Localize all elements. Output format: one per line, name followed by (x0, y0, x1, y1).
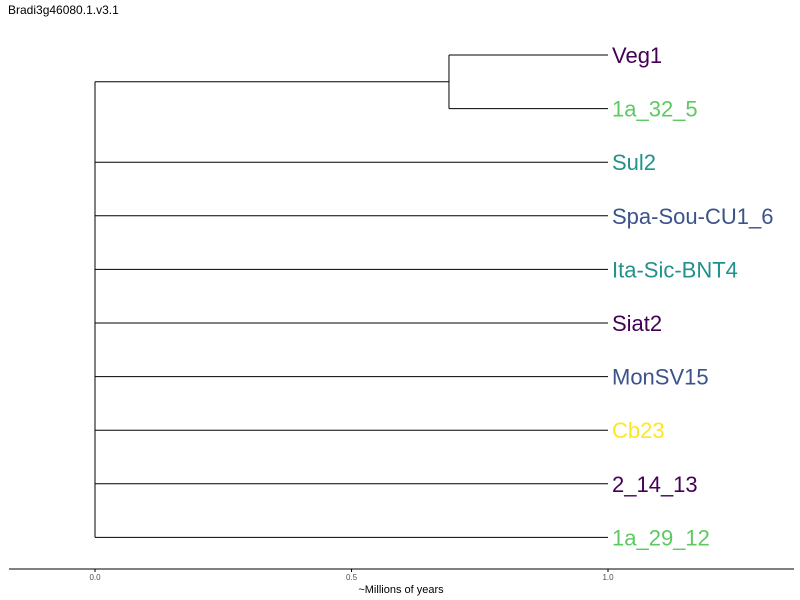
tree-title: Bradi3g46080.1.v3.1 (8, 3, 119, 17)
tip-label: Siat2 (612, 311, 662, 336)
tip-label: 1a_32_5 (612, 97, 698, 122)
tip-label: MonSV15 (612, 365, 709, 390)
tip-label: Cb23 (612, 418, 665, 443)
time-axis: 0.0 0.5 1.0 ~Millions of years (9, 568, 794, 596)
tip-label: Spa-Sou-CU1_6 (612, 204, 773, 229)
tree-branches (94, 54, 608, 538)
tick-label: 0.0 (89, 573, 101, 582)
tip-labels: Veg1 1a_32_5 Sul2 Spa-Sou-CU1_6 Ita-Sic-BNT4… (612, 43, 773, 550)
tip-label: Ita-Sic-BNT4 (612, 257, 738, 282)
tip-label: Veg1 (612, 43, 662, 68)
tick-label: 1.0 (602, 573, 614, 582)
tick-label: 0.5 (346, 573, 358, 582)
axis-ticks: 0.0 0.5 1.0 (89, 569, 614, 582)
tip-label: 2_14_13 (612, 472, 698, 497)
tip-label: Sul2 (612, 150, 656, 175)
axis-title: ~Millions of years (358, 584, 444, 596)
tip-label: 1a_29_12 (612, 525, 710, 550)
